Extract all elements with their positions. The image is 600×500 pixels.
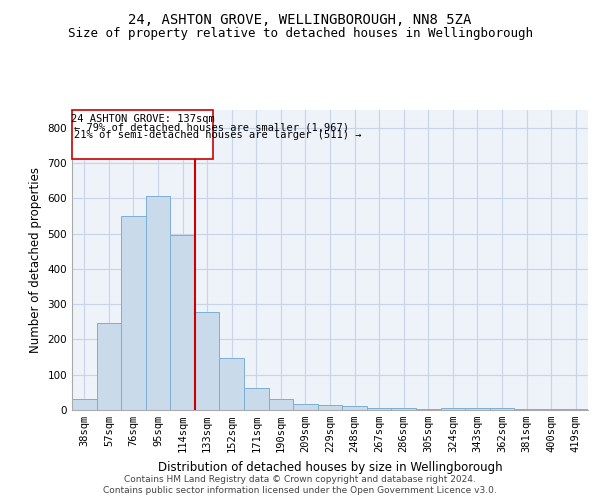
Bar: [97, 323, 121, 410]
FancyBboxPatch shape: [72, 110, 213, 160]
Bar: [440, 408, 465, 410]
Bar: [146, 196, 170, 410]
Bar: [170, 234, 195, 410]
Bar: [121, 216, 146, 410]
Bar: [367, 408, 391, 410]
Bar: [318, 406, 342, 410]
Bar: [514, 408, 539, 410]
Y-axis label: Number of detached properties: Number of detached properties: [29, 167, 42, 353]
Bar: [539, 408, 563, 410]
Text: 21% of semi-detached houses are larger (511) →: 21% of semi-detached houses are larger (…: [74, 130, 362, 140]
Bar: [490, 408, 514, 410]
Bar: [416, 408, 440, 410]
Bar: [563, 408, 588, 410]
Bar: [269, 400, 293, 410]
Text: ← 79% of detached houses are smaller (1,967): ← 79% of detached houses are smaller (1,…: [74, 122, 349, 132]
Bar: [72, 400, 97, 410]
Bar: [465, 408, 490, 410]
Bar: [244, 388, 269, 410]
X-axis label: Distribution of detached houses by size in Wellingborough: Distribution of detached houses by size …: [158, 460, 502, 473]
Bar: [391, 408, 416, 410]
Text: 24, ASHTON GROVE, WELLINGBOROUGH, NN8 5ZA: 24, ASHTON GROVE, WELLINGBOROUGH, NN8 5Z…: [128, 12, 472, 26]
Text: Contains public sector information licensed under the Open Government Licence v3: Contains public sector information licen…: [103, 486, 497, 495]
Text: Contains HM Land Registry data © Crown copyright and database right 2024.: Contains HM Land Registry data © Crown c…: [124, 475, 476, 484]
Bar: [220, 358, 244, 410]
Bar: [342, 406, 367, 410]
Text: Size of property relative to detached houses in Wellingborough: Size of property relative to detached ho…: [67, 28, 533, 40]
Bar: [293, 404, 318, 410]
Text: 24 ASHTON GROVE: 137sqm: 24 ASHTON GROVE: 137sqm: [71, 114, 215, 124]
Bar: [195, 312, 220, 410]
